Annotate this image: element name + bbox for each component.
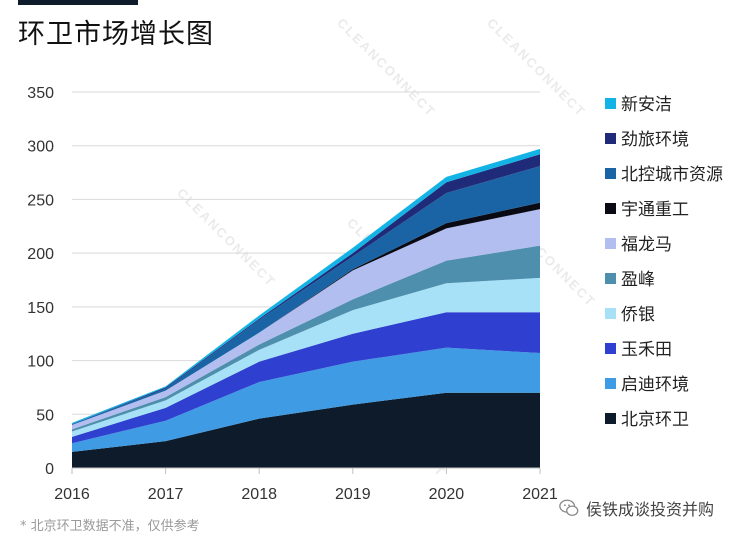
legend-label: 新安洁 [621, 95, 672, 115]
legend-swatch [605, 203, 616, 214]
legend-swatch [605, 343, 616, 354]
legend-label: 北京环卫 [621, 410, 689, 430]
area-series [72, 347, 540, 452]
legend-swatch [605, 378, 616, 389]
area-series [72, 312, 540, 444]
legend-swatch [605, 168, 616, 179]
legend-label: 宇通重工 [621, 200, 689, 220]
y-tick-label: 350 [27, 85, 54, 102]
legend-label: 盈峰 [621, 270, 655, 290]
area-series [72, 245, 540, 432]
wechat-icon [559, 499, 579, 516]
chart-title: 环卫市场增长图 [18, 19, 214, 50]
legend-swatch [605, 133, 616, 144]
y-tick-label: 150 [27, 300, 54, 317]
title-accent-bar [18, 0, 138, 5]
x-tick-label: 2021 [522, 486, 558, 503]
area-series [72, 277, 540, 437]
x-tick-label: 2018 [241, 486, 277, 503]
legend-swatch [605, 273, 616, 284]
legend-swatch [605, 308, 616, 319]
legend-swatch [605, 98, 616, 109]
y-tick-label: 200 [27, 246, 54, 263]
wechat-account-name: 侯铁成谈投资并购 [586, 500, 715, 519]
legend-label: 启迪环境 [621, 375, 689, 395]
y-tick-label: 50 [36, 407, 54, 424]
footnote: * 北京环卫数据不准，仅供参考 [20, 519, 200, 534]
legend-label: 侨银 [621, 305, 655, 325]
x-tick-label: 2019 [335, 486, 371, 503]
y-tick-label: 0 [45, 461, 54, 478]
x-tick-label: 2017 [148, 486, 184, 503]
y-tick-label: 300 [27, 139, 54, 156]
y-tick-label: 250 [27, 192, 54, 209]
legend-swatch [605, 413, 616, 424]
legend-label: 玉禾田 [621, 340, 672, 360]
legend-swatch [605, 238, 616, 249]
legend-label: 劲旅环境 [621, 130, 689, 150]
y-tick-label: 100 [27, 354, 54, 371]
x-tick-label: 2016 [54, 486, 90, 503]
legend-label: 福龙马 [621, 235, 672, 255]
wechat-badge: 侯铁成谈投资并购 [558, 496, 714, 520]
legend-label: 北控城市资源 [621, 165, 723, 185]
area-series [72, 166, 540, 426]
area-series [72, 209, 540, 430]
x-tick-label: 2020 [429, 486, 465, 503]
area-series [72, 392, 540, 468]
